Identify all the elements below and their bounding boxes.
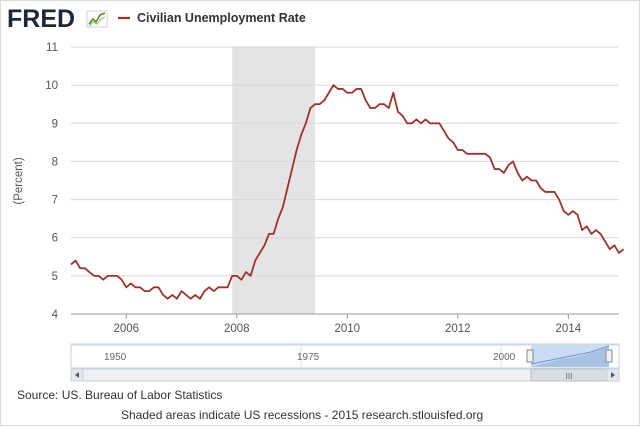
y-tick-label: 7 bbox=[52, 195, 58, 207]
fred-logo-graph-icon bbox=[86, 10, 108, 28]
scrollbar-grip-icon: III bbox=[566, 372, 573, 381]
y-tick-label: 6 bbox=[52, 233, 58, 245]
x-tick-label: 2008 bbox=[224, 323, 250, 335]
y-tick-label: 5 bbox=[52, 271, 58, 283]
navigator-right-handle[interactable] bbox=[605, 349, 613, 363]
chevron-right-icon bbox=[611, 372, 615, 378]
x-tick-label: 2006 bbox=[113, 323, 139, 335]
source-note: Source: US. Bureau of Labor Statistics bbox=[17, 388, 222, 402]
range-navigator[interactable]: 1950 1975 2000 bbox=[70, 343, 620, 369]
fred-logo[interactable]: FRED bbox=[7, 5, 108, 33]
fred-logo-text: FRED bbox=[7, 5, 75, 33]
y-tick-label: 4 bbox=[52, 309, 59, 321]
x-tick-labels: 2006 2008 2010 2012 2014 bbox=[113, 314, 582, 335]
x-tick-label: 2012 bbox=[445, 323, 471, 335]
x-tick-label: 2014 bbox=[556, 323, 582, 335]
recession-band-0 bbox=[232, 47, 316, 314]
y-tick-label: 9 bbox=[52, 118, 58, 130]
y-tick-labels: 4 5 6 7 8 9 10 11 bbox=[45, 42, 58, 321]
navigator-label-1975: 1975 bbox=[297, 352, 320, 363]
legend-series-label: Civilian Unemployment Rate bbox=[137, 11, 306, 25]
navigator-label-2000: 2000 bbox=[493, 352, 516, 363]
chevron-left-icon bbox=[75, 372, 79, 378]
navigator-left-handle[interactable] bbox=[526, 349, 534, 363]
recession-note: Shaded areas indicate US recessions - 20… bbox=[121, 408, 483, 422]
legend: Civilian Unemployment Rate bbox=[118, 11, 306, 25]
x-tick-label: 2010 bbox=[334, 323, 360, 335]
y-tick-label: 10 bbox=[45, 80, 58, 92]
y-tick-label: 8 bbox=[52, 156, 58, 168]
series-lines bbox=[70, 84, 625, 300]
navigator-series-preview bbox=[531, 347, 609, 367]
y-tick-label: 11 bbox=[46, 42, 58, 54]
series-line-0 bbox=[70, 84, 625, 300]
recession-shading-layer bbox=[232, 47, 316, 314]
gridlines bbox=[71, 46, 619, 315]
navigator-scrollbar[interactable]: III bbox=[70, 368, 620, 382]
navigator-label-1950: 1950 bbox=[104, 352, 127, 363]
y-axis-title: (Percent) bbox=[13, 157, 25, 204]
